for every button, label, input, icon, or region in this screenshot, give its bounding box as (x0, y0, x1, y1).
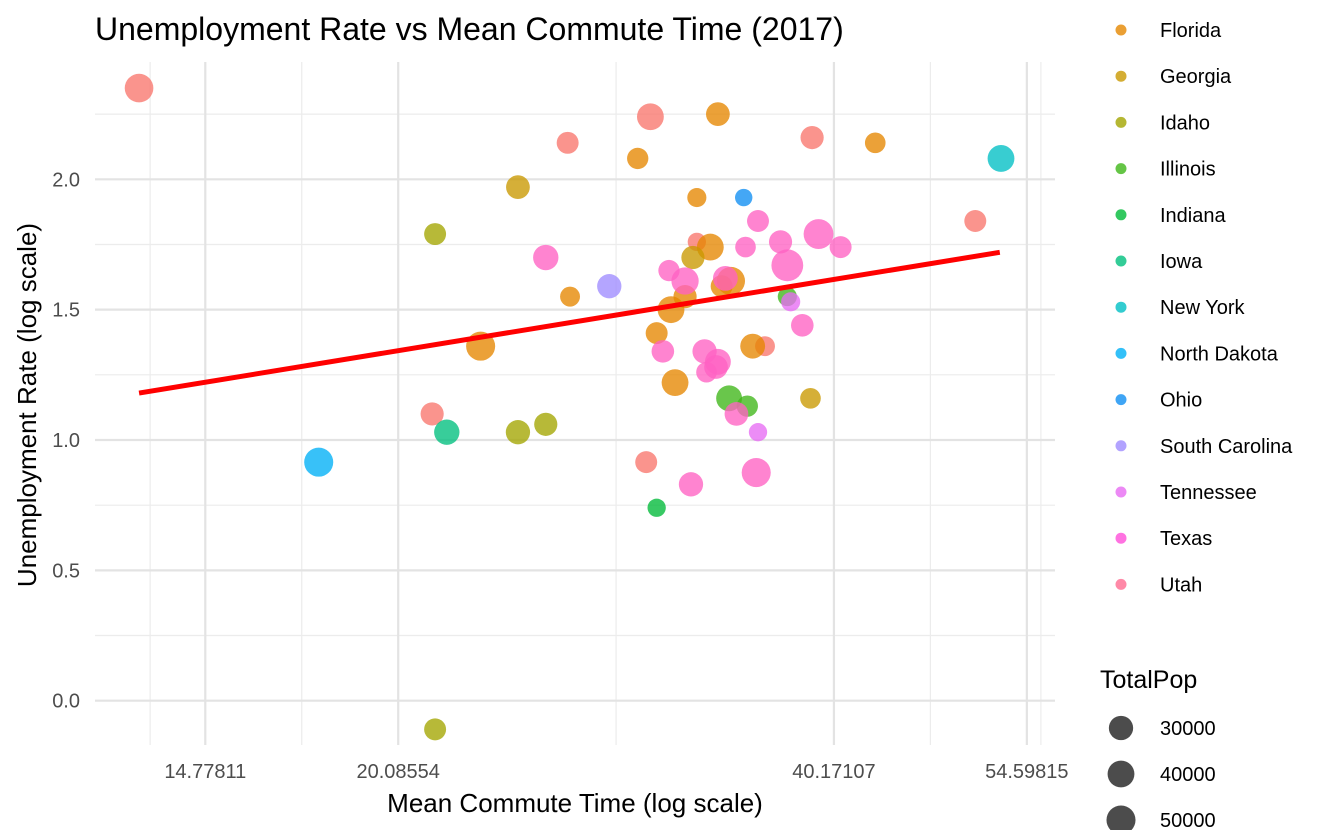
data-point (964, 210, 987, 233)
data-point (791, 314, 814, 337)
data-point (800, 387, 821, 409)
data-point (434, 419, 460, 445)
size-legend-label: 30000 (1160, 718, 1216, 740)
y-tick-label: 0.5 (52, 560, 80, 582)
data-point (534, 412, 558, 436)
data-point (987, 145, 1015, 172)
color-legend: Florida Georgia Idaho Illinois Indiana Iowa Ne… (1115, 20, 1293, 596)
legend-label: Utah (1160, 574, 1202, 596)
data-point (651, 340, 675, 363)
legend-label: Idaho (1160, 112, 1210, 134)
data-point (735, 236, 756, 258)
legend-key (1115, 486, 1127, 498)
data-point (768, 230, 793, 254)
x-tick-label: 40.17107 (792, 761, 875, 783)
size-legend: TotalPop 30000 40000 50000 (1100, 666, 1216, 835)
size-legend-title: TotalPop (1100, 666, 1197, 694)
data-point (627, 147, 649, 170)
legend-label: Ohio (1160, 390, 1202, 412)
legend-key (1115, 209, 1127, 221)
data-point (505, 420, 531, 445)
legend-label: Georgia (1160, 66, 1232, 88)
legend-key (1115, 255, 1127, 267)
data-points (124, 73, 1015, 741)
trend-line-group (138, 249, 1001, 396)
data-point (647, 498, 666, 517)
legend-label: Illinois (1160, 159, 1216, 181)
data-point (740, 333, 766, 359)
legend-key (1115, 301, 1127, 313)
data-point (506, 175, 530, 200)
y-tick-label: 0.0 (52, 691, 80, 713)
legend-key (1115, 578, 1127, 590)
legend-label: Indiana (1160, 205, 1226, 227)
data-point (533, 244, 559, 271)
data-point (748, 423, 768, 442)
data-point (681, 245, 705, 270)
axes: 14.77811 20.08554 40.17107 54.59815 0.0 0.5 1.… (52, 169, 1068, 783)
size-legend-label: 50000 (1160, 810, 1216, 830)
y-tick-label: 2.0 (52, 169, 80, 191)
legend-key (1115, 24, 1127, 36)
legend-key (1115, 163, 1127, 175)
data-point (829, 236, 852, 259)
legend-key (1115, 116, 1127, 128)
legend-key (1115, 394, 1127, 406)
data-point (771, 249, 804, 282)
data-point (635, 451, 658, 474)
data-point (304, 447, 334, 477)
data-point (636, 103, 664, 131)
size-legend-key (1106, 805, 1136, 835)
y-axis-label: Unemployment Rate (log scale) (12, 223, 42, 587)
data-point (734, 188, 753, 207)
legend-label: Tennessee (1160, 482, 1257, 504)
data-point (747, 210, 769, 233)
size-legend-key (1108, 715, 1134, 741)
legend-key (1115, 347, 1127, 359)
data-point (724, 402, 749, 426)
data-point (645, 322, 668, 345)
data-point (741, 458, 771, 488)
legend-label: Texas (1160, 528, 1212, 550)
size-legend-label: 40000 (1160, 764, 1216, 786)
data-point (712, 265, 738, 291)
legend-label: New York (1160, 297, 1245, 319)
trend-line (138, 249, 1001, 396)
data-point (803, 219, 834, 249)
size-legend-key (1107, 760, 1135, 788)
grid (95, 62, 1055, 745)
y-tick-label: 1.5 (52, 300, 80, 322)
data-point (424, 223, 447, 246)
data-point (560, 286, 580, 307)
data-point (420, 402, 444, 426)
x-tick-label: 14.77811 (164, 761, 246, 783)
data-point (597, 274, 622, 299)
data-point (556, 131, 579, 154)
data-point (661, 369, 689, 397)
chart-title: Unemployment Rate vs Mean Commute Time (… (95, 11, 844, 47)
legend-key (1115, 70, 1127, 82)
x-axis-label: Mean Commute Time (log scale) (387, 788, 763, 818)
data-point (678, 472, 704, 497)
data-point (781, 292, 801, 312)
data-point (124, 73, 154, 103)
x-tick-label: 54.59815 (985, 761, 1068, 783)
data-point (864, 132, 886, 154)
legend-label: South Carolina (1160, 436, 1293, 458)
legend-label: North Dakota (1160, 343, 1279, 365)
data-point (696, 361, 717, 383)
data-point (706, 102, 730, 127)
y-tick-label: 1.0 (52, 430, 80, 452)
data-point (687, 187, 707, 208)
legend-label: Iowa (1160, 251, 1203, 273)
x-tick-label: 20.08554 (356, 761, 439, 783)
legend-key (1115, 532, 1127, 544)
data-point (424, 718, 447, 741)
legend-label: Florida (1160, 20, 1222, 42)
data-point (800, 126, 824, 150)
legend-key (1115, 440, 1127, 452)
data-point (671, 267, 699, 295)
